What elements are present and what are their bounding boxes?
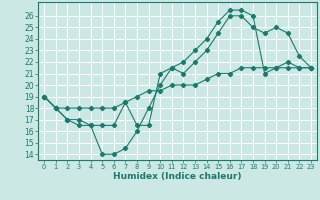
X-axis label: Humidex (Indice chaleur): Humidex (Indice chaleur) [113,172,242,181]
